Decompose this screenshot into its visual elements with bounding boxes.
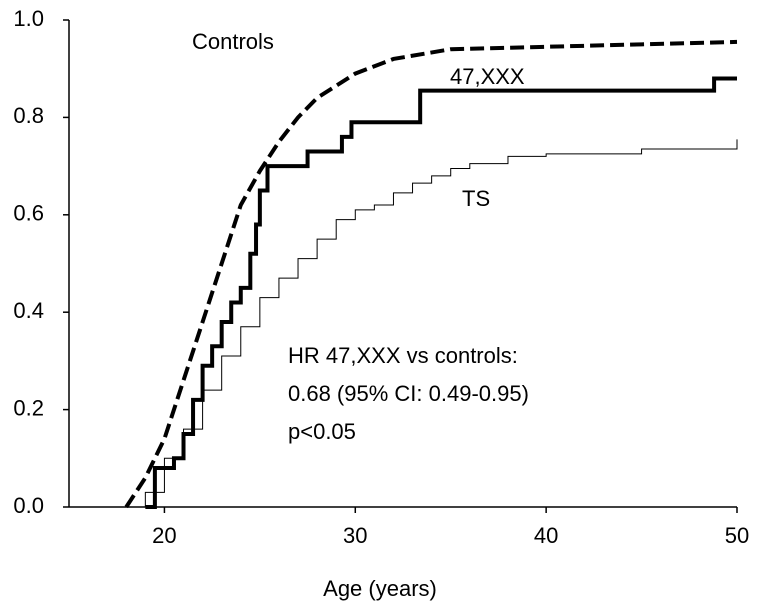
y-tick-label: 0.4 — [13, 298, 44, 323]
y-tick-label: 0.6 — [13, 201, 44, 226]
series-line — [126, 139, 738, 508]
x-tick-label: 50 — [725, 523, 749, 548]
series-label: Controls — [192, 29, 274, 54]
series-line — [124, 39, 738, 509]
annotation: p<0.05 — [288, 419, 356, 444]
series-line — [145, 76, 737, 509]
annotation: 0.68 (95% CI: 0.49-0.95) — [288, 381, 529, 406]
series-label: 47,XXX — [450, 64, 525, 89]
x-axis-label: Age (years) — [323, 576, 437, 601]
x-tick-label: 30 — [343, 523, 367, 548]
x-tick-label: 20 — [152, 523, 176, 548]
annotation: HR 47,XXX vs controls: — [288, 343, 518, 368]
y-tick-label: 0.2 — [13, 395, 44, 420]
y-tick-label: 0.0 — [13, 493, 44, 518]
y-tick-label: 0.8 — [13, 103, 44, 128]
series-label: TS — [462, 186, 490, 211]
x-tick-label: 40 — [534, 523, 558, 548]
y-tick-label: 1.0 — [13, 6, 44, 31]
